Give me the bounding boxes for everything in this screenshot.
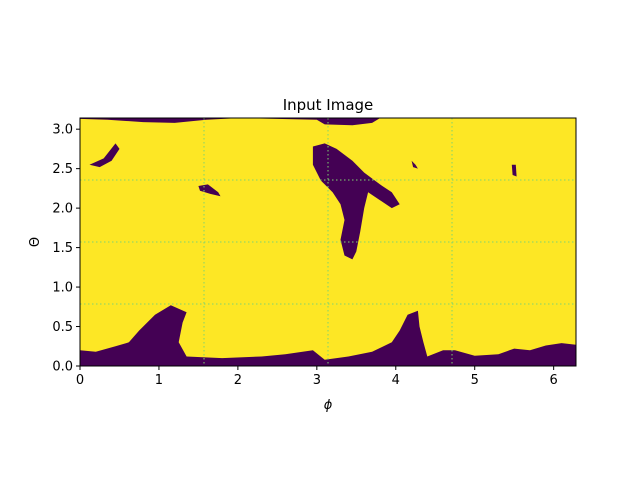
heatmap-region-central-blob bbox=[312, 143, 400, 260]
plot-frame bbox=[79, 117, 577, 367]
x-tick-label: 2 bbox=[234, 373, 242, 388]
heatmap-region-left-island bbox=[89, 143, 120, 168]
x-tick-label: 5 bbox=[471, 373, 479, 388]
heatmap-region-right-island-b bbox=[411, 160, 418, 169]
y-axis: 0.0 0.5 1.0 1.5 2.0 2.5 3.0 bbox=[52, 123, 80, 375]
y-tick-label: 0.5 bbox=[52, 320, 73, 335]
y-tick-label: 1.0 bbox=[52, 281, 73, 296]
heatmap-region-top-band bbox=[80, 118, 576, 126]
y-tick-label: 3.0 bbox=[52, 123, 73, 138]
x-tick-label: 0 bbox=[76, 373, 84, 388]
y-axis-label: Θ bbox=[28, 237, 43, 247]
x-axis-label: ϕ bbox=[324, 398, 333, 413]
x-tick-label: 3 bbox=[313, 373, 321, 388]
x-tick-label: 6 bbox=[550, 373, 558, 388]
y-tick-label: 2.5 bbox=[52, 162, 73, 177]
y-tick-label: 1.5 bbox=[52, 241, 73, 256]
x-tick-label: 1 bbox=[155, 373, 163, 388]
x-axis: 0 1 2 3 4 5 6 bbox=[76, 366, 558, 388]
x-tick-label: 4 bbox=[392, 373, 400, 388]
y-tick-label: 0.0 bbox=[52, 360, 73, 375]
heatmap-region-right-island-a bbox=[511, 164, 517, 177]
y-tick-label: 2.0 bbox=[52, 202, 73, 217]
grid-lines bbox=[80, 118, 576, 366]
chart-title: Input Image bbox=[283, 96, 374, 114]
